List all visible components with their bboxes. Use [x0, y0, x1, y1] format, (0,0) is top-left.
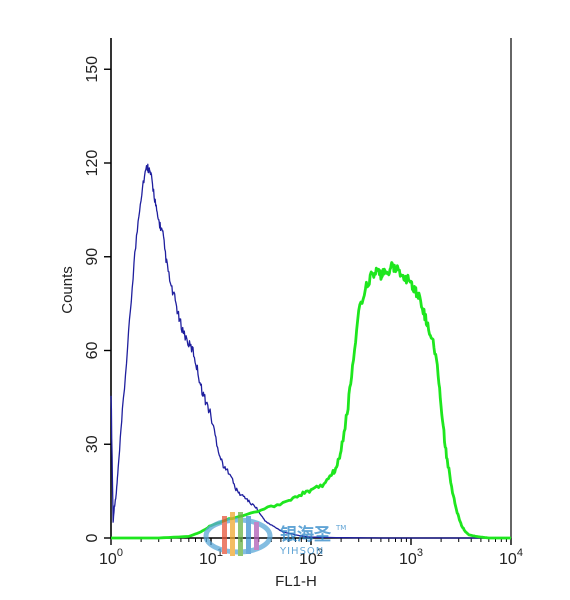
watermark-logo: 银海圣 TM YIHSON: [203, 512, 346, 557]
x-tick-label-base: 10: [99, 551, 117, 568]
x-tick-label-base: 10: [499, 551, 517, 568]
y-axis-ticks: 0 30 60 90 120 150: [84, 56, 111, 542]
x-tick-label: 100: [99, 547, 123, 568]
series-layer: [110, 163, 511, 540]
x-tick-label-exponent: 3: [417, 547, 423, 559]
watermark-sub: YIHSON: [279, 546, 324, 557]
y-tick-label: 150: [84, 56, 101, 83]
x-axis-ticks: 100 101 102 103 104: [99, 538, 523, 568]
watermark-tm: TM: [335, 524, 346, 532]
series-line-green: [111, 261, 511, 540]
x-tick-label-exponent: 4: [517, 547, 523, 559]
watermark-brand: 银海圣: [280, 524, 332, 545]
x-axis-title: FL1-H: [275, 573, 317, 590]
x-tick-label-base: 10: [299, 551, 317, 568]
y-tick-label: 90: [84, 248, 101, 266]
x-tick-label-base: 10: [399, 551, 417, 568]
y-tick-label: 30: [84, 435, 101, 453]
series-line-blue: [110, 163, 511, 539]
watermark-emblem: [203, 512, 273, 556]
y-tick-label: 60: [84, 342, 101, 360]
x-tick-label: 101: [199, 547, 223, 568]
x-tick-label-exponent: 0: [117, 547, 123, 559]
y-tick-label: 120: [84, 150, 101, 177]
x-tick-label: 104: [499, 547, 523, 568]
x-tick-label-exponent: 2: [317, 547, 323, 559]
x-tick-label: 102: [299, 547, 323, 568]
y-axis-title: Counts: [59, 266, 76, 314]
x-tick-label-exponent: 1: [217, 547, 223, 559]
x-tick-label-base: 10: [199, 551, 217, 568]
y-tick-label: 0: [84, 533, 101, 542]
x-tick-label: 103: [399, 547, 423, 568]
